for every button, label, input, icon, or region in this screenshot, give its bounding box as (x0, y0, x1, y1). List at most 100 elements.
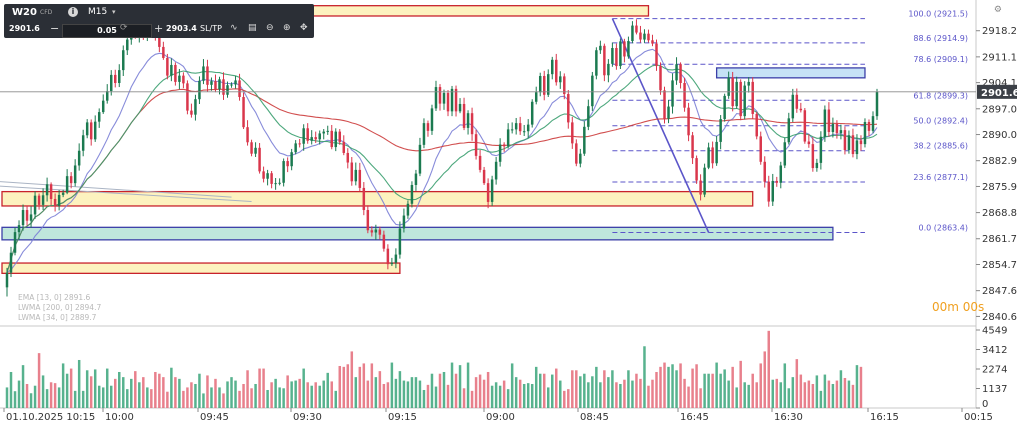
candle-body (827, 109, 831, 132)
candle-body (707, 147, 710, 168)
volume-bar (290, 381, 293, 408)
candle (819, 131, 823, 170)
candle-body (799, 108, 803, 111)
candle (402, 208, 406, 233)
candle (81, 129, 85, 157)
time-tick-label: 16:45 (680, 412, 709, 423)
candle (695, 155, 698, 184)
candle-body (65, 176, 69, 193)
candle (627, 36, 630, 59)
candle-body (25, 210, 29, 221)
refresh-icon[interactable]: ⟳ (120, 23, 128, 33)
candle (647, 29, 650, 43)
zoom-out-icon[interactable]: ⊖ (266, 23, 274, 33)
volume-bar (53, 383, 57, 408)
volume-layer (5, 330, 863, 408)
candle-body (89, 122, 93, 140)
candle-body (174, 64, 177, 82)
volume-bar (81, 390, 85, 408)
volume-bar (150, 389, 153, 408)
volume-bar (246, 370, 249, 408)
candle (514, 117, 518, 135)
candle-body (282, 161, 285, 183)
volume-bar (230, 377, 233, 408)
candle (426, 120, 430, 137)
candle (478, 150, 482, 173)
volume-bar (105, 368, 109, 408)
buy-price-button[interactable]: 2903.4 (166, 24, 197, 33)
candle-body (703, 167, 706, 195)
candle-body (839, 130, 843, 134)
volume-bar (667, 366, 670, 408)
time-tick-label: 09:15 (388, 412, 417, 423)
time-tick-label: 09:00 (486, 412, 515, 423)
toolbar-header: W20 CFD i M15 ▾ (4, 4, 314, 20)
volume-bar (394, 378, 398, 408)
volume-bar (109, 385, 113, 408)
timeframe-selector[interactable]: M15 (88, 7, 108, 17)
volume-bar (354, 377, 358, 408)
cart-icon[interactable]: ▤ (248, 23, 257, 33)
plus-icon[interactable]: + (154, 22, 164, 35)
candle (787, 112, 791, 145)
trade-toolbar[interactable]: W20 CFD i M15 ▾ 2901.6 − 0.05 ⟳ + 2903.4… (4, 4, 314, 38)
candle (783, 137, 787, 169)
candle-body (510, 129, 514, 131)
volume-bar (587, 382, 590, 408)
symbol-label[interactable]: W20 (12, 7, 37, 18)
candle (635, 19, 638, 35)
candle (434, 80, 438, 111)
candle (122, 45, 125, 77)
volume-bar (775, 378, 779, 408)
volume-bar (350, 351, 354, 408)
volume-bar (126, 389, 129, 408)
candle (739, 79, 742, 121)
candle-body (250, 142, 253, 154)
chart-line-icon[interactable]: ∿ (230, 23, 238, 33)
candle-body (158, 37, 161, 47)
volume-bar (663, 362, 666, 408)
gear-icon[interactable]: ⚙ (993, 5, 1002, 15)
candle-body (226, 85, 229, 95)
candle-body (410, 184, 414, 204)
volume-bar (282, 388, 285, 408)
info-icon[interactable]: i (68, 7, 78, 17)
candle-body (218, 79, 221, 90)
time-tick-label: 10:00 (105, 412, 134, 423)
sltp-button[interactable]: SL/TP (200, 24, 222, 33)
candle (859, 135, 863, 151)
sell-price-button[interactable]: 2901.6 (9, 24, 40, 33)
candle-body (262, 171, 265, 179)
volume-bar (294, 380, 297, 408)
volume-bar (29, 393, 33, 408)
candle-body (675, 64, 678, 81)
volume-bar (314, 382, 317, 408)
candle-body (234, 80, 237, 85)
candle-body (358, 169, 362, 188)
candle (510, 122, 514, 134)
lwma-34-line (6, 64, 878, 273)
candle (226, 81, 229, 98)
toolbar-trade-row: 2901.6 − 0.05 ⟳ + 2903.4 SL/TP ∿ ▤ ⊖ ⊕ ✥ (4, 22, 314, 38)
lot-size-input[interactable]: 0.05 (62, 24, 152, 38)
volume-bar (130, 378, 133, 408)
candle-body (743, 85, 746, 117)
minus-icon[interactable]: − (50, 22, 60, 35)
volume-bar (378, 371, 382, 408)
candle-body (643, 33, 646, 40)
crosshair-icon[interactable]: ✥ (300, 23, 308, 33)
volume-bar (494, 382, 498, 408)
volume-bar (458, 365, 462, 408)
volume-bar (158, 373, 161, 408)
candle (61, 189, 65, 198)
zoom-in-icon[interactable]: ⊕ (283, 23, 291, 33)
candle-body (691, 135, 694, 159)
candle-body (230, 84, 233, 86)
volume-bar (302, 368, 305, 408)
volume-bar (430, 373, 434, 408)
volume-bar (234, 380, 237, 408)
chevron-down-icon[interactable]: ▾ (112, 8, 116, 16)
